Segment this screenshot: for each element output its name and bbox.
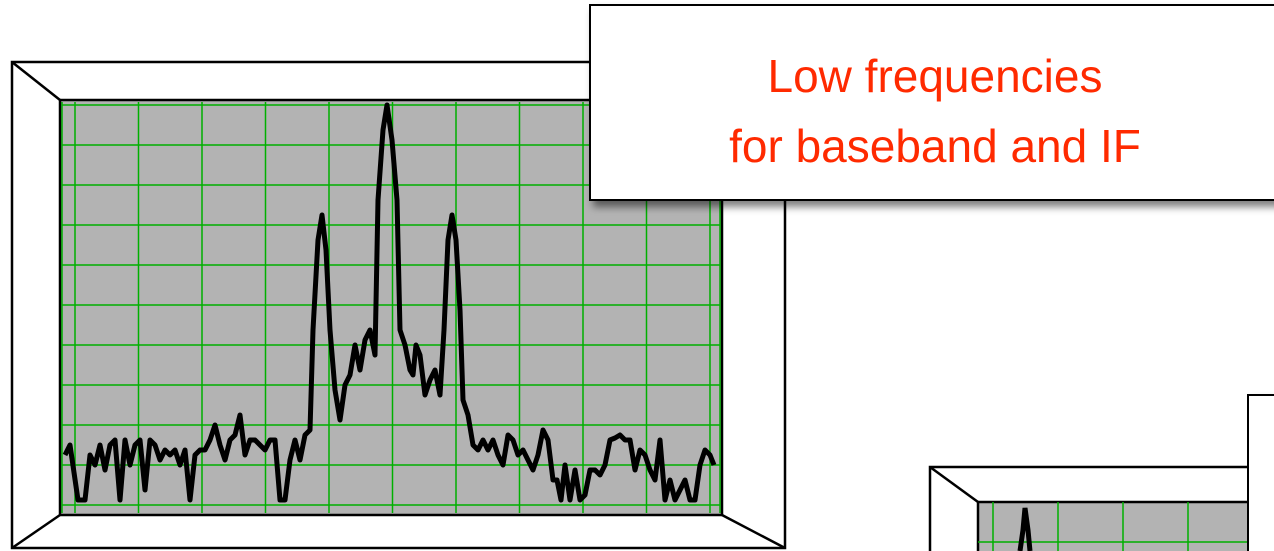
callout-line: for baseband and IF (729, 120, 1141, 172)
callout-line: Low frequencies (768, 50, 1103, 102)
callout: Low frequencies for baseband and IF (590, 5, 1274, 200)
slide: Low frequencies for baseband and IF (0, 0, 1274, 551)
page: Low frequencies for baseband and IF (() … (0, 0, 1274, 551)
callout-box (1248, 395, 1274, 551)
analyzer-right (930, 395, 1274, 551)
